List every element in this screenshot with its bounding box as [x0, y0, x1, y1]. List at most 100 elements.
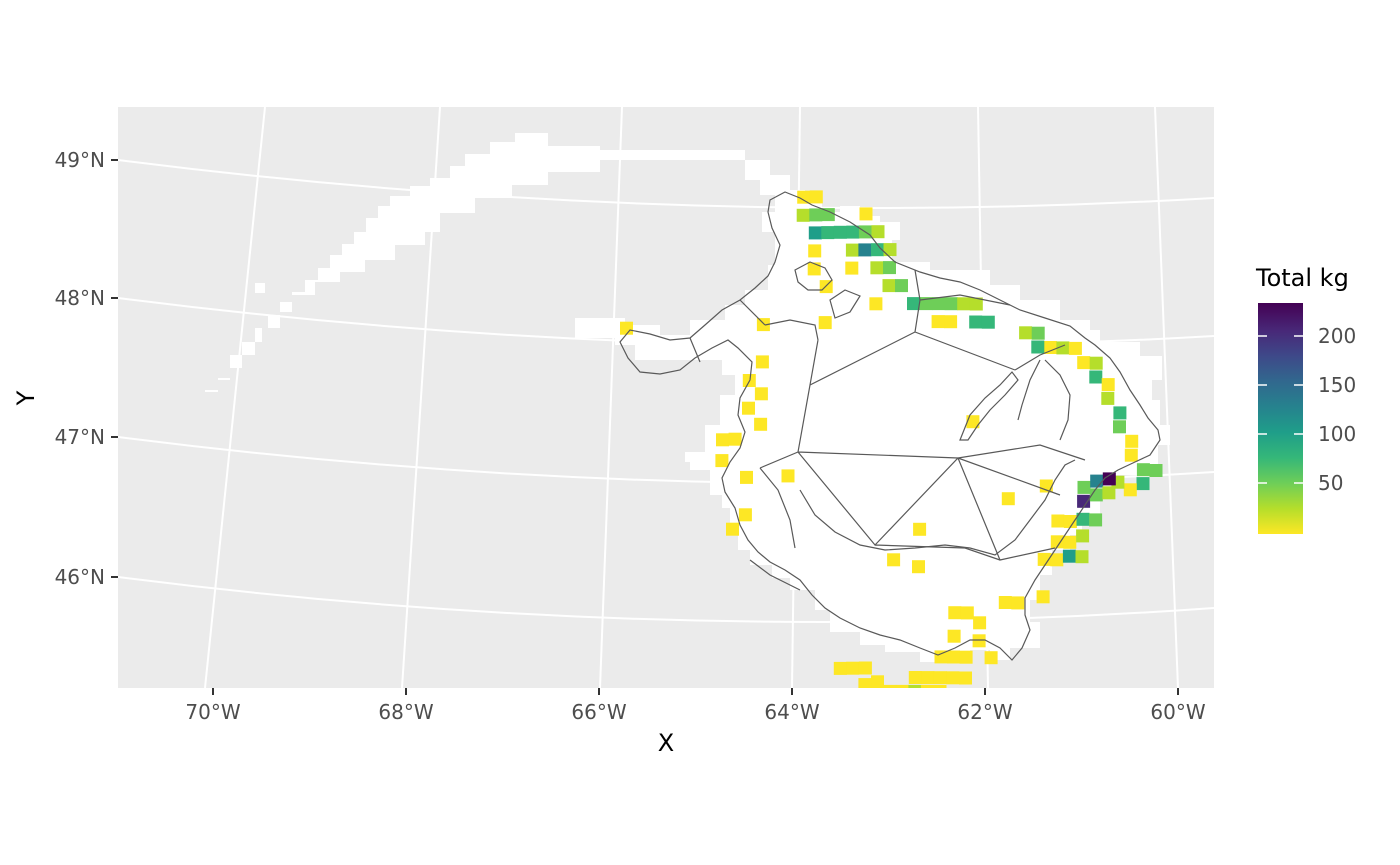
catch-cell — [972, 634, 986, 648]
y-ticks — [111, 159, 118, 578]
y-tick-label: 46°N — [55, 565, 105, 589]
catch-cell — [1089, 356, 1103, 370]
catch-cell — [818, 316, 832, 330]
catch-cell — [883, 684, 897, 688]
catch-cell — [845, 261, 859, 275]
catch-cell — [959, 671, 972, 685]
y-tick-label: 49°N — [55, 148, 105, 172]
catch-cell — [981, 315, 995, 329]
catch-cell — [966, 415, 980, 429]
catch-cell — [1056, 341, 1070, 355]
catch-cell — [948, 606, 962, 620]
catch-cell — [1089, 488, 1103, 502]
catch-cell — [908, 684, 922, 688]
legend-colorbar — [1258, 303, 1303, 534]
catch-cell — [1113, 420, 1126, 434]
catch-cell — [754, 387, 768, 401]
catch-cell — [946, 671, 960, 685]
catch-cell — [895, 279, 908, 293]
legend: Total kg 200 150 100 50 — [1255, 264, 1356, 534]
x-tick-label: 66°W — [571, 700, 626, 724]
catch-cell — [1123, 483, 1137, 497]
catch-cell — [920, 684, 934, 688]
catch-cell — [754, 417, 768, 431]
catch-cell — [969, 315, 983, 329]
catch-cell — [738, 508, 752, 522]
region-outlines — [619, 191, 1161, 661]
catch-cell — [846, 225, 860, 239]
catch-cell — [1077, 480, 1091, 494]
catch-cell — [1125, 434, 1139, 448]
catch-cell — [957, 297, 971, 311]
catch-cell — [947, 629, 961, 643]
catch-cell — [742, 401, 755, 415]
catch-cell — [1102, 486, 1116, 500]
catch-cell — [1124, 448, 1138, 462]
catch-cell — [1101, 391, 1115, 405]
catch-cell — [781, 469, 795, 483]
legend-label: 50 — [1318, 471, 1343, 495]
legend-title: Total kg — [1255, 264, 1349, 292]
catch-cell — [620, 321, 633, 335]
y-axis-title: Y — [12, 390, 40, 406]
catch-cell — [740, 470, 753, 484]
catch-cell — [1089, 370, 1103, 384]
catch-cell — [807, 262, 821, 276]
catch-cell — [912, 560, 925, 574]
catch-cell — [858, 661, 872, 675]
catch-cell — [796, 208, 810, 222]
catch-cell — [1149, 464, 1163, 477]
catch-cell — [858, 678, 872, 688]
catch-cell — [921, 671, 935, 685]
catch-cell — [973, 616, 987, 630]
catch-cell — [944, 315, 958, 329]
catch-cell — [858, 243, 872, 257]
catch-cell — [907, 297, 920, 311]
catch-cell — [869, 297, 883, 311]
y-tick-label: 47°N — [55, 425, 105, 449]
catch-cell — [797, 190, 811, 204]
catch-cell — [871, 243, 884, 257]
catch-cell — [933, 671, 947, 685]
catch-cell — [1050, 553, 1064, 567]
catch-cell — [908, 671, 922, 684]
catch-cell — [934, 650, 948, 664]
catch-cell — [870, 261, 884, 275]
catch-cell — [1062, 549, 1076, 563]
x-axis-title: X — [658, 729, 674, 757]
catch-cell — [1101, 378, 1115, 392]
catch-cell — [821, 226, 835, 240]
catch-cell — [809, 190, 823, 204]
catch-cell — [1090, 474, 1104, 488]
x-tick-label: 68°W — [378, 700, 433, 724]
catch-cells-layer — [620, 190, 1163, 714]
catch-cell — [984, 651, 998, 665]
catch-cell — [919, 297, 933, 311]
catch-cell — [871, 675, 884, 688]
catch-cell — [728, 432, 742, 446]
catch-cell — [821, 208, 835, 222]
catch-cell — [808, 226, 822, 240]
catch-cell — [933, 699, 946, 712]
catch-cell — [1050, 535, 1064, 549]
catch-cell — [1051, 514, 1065, 528]
catch-cell — [1043, 341, 1057, 354]
catch-cell — [859, 207, 873, 221]
catch-cell — [1031, 326, 1045, 340]
catch-cell — [846, 661, 860, 675]
legend-ticks — [1258, 335, 1303, 484]
catch-cell — [1063, 515, 1077, 528]
x-ticks — [212, 688, 1179, 695]
catch-cell — [998, 596, 1012, 609]
catch-cell — [882, 279, 896, 293]
catch-cell — [1077, 494, 1091, 508]
catch-cell — [947, 650, 960, 664]
catch-cell — [1102, 472, 1116, 486]
catch-cell — [959, 650, 973, 664]
catch-cell — [933, 685, 947, 688]
catch-cell — [1021, 701, 1034, 714]
catch-cell — [1031, 340, 1045, 354]
catch-cell — [1011, 596, 1025, 610]
catch-cell — [1037, 552, 1051, 566]
graticule — [118, 107, 1214, 688]
